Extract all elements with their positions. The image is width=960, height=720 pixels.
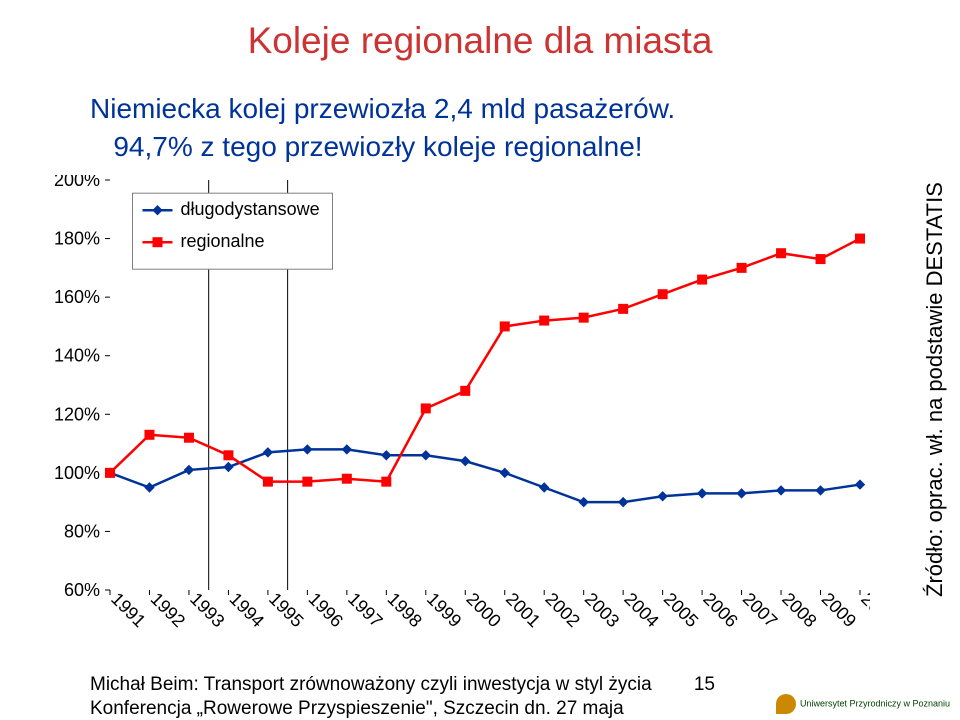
svg-text:80%: 80% <box>64 521 100 541</box>
svg-text:140%: 140% <box>54 346 100 366</box>
footer-line-1: Michał Beim: Transport zrównoważony czyl… <box>90 674 652 696</box>
svg-text:1994: 1994 <box>226 589 268 631</box>
svg-text:1995: 1995 <box>265 589 307 631</box>
svg-text:180%: 180% <box>54 229 100 249</box>
svg-text:2007: 2007 <box>739 589 781 631</box>
source-label: Źródło: oprac. wł. na podstawie DESTATIS <box>922 150 952 630</box>
subtitle-line-1: Niemiecka kolej przewiozła 2,4 mld pasaż… <box>90 93 675 124</box>
svg-text:1996: 1996 <box>305 589 347 631</box>
svg-text:1993: 1993 <box>186 589 228 631</box>
svg-text:200%: 200% <box>54 175 100 190</box>
svg-text:2005: 2005 <box>660 589 702 631</box>
svg-text:2009: 2009 <box>818 589 860 631</box>
svg-text:2004: 2004 <box>620 589 662 631</box>
subtitle-line-2: 94,7% z tego przewiozły koleje regionaln… <box>113 131 642 162</box>
svg-text:1997: 1997 <box>344 589 386 631</box>
page-number: 15 <box>694 674 715 696</box>
svg-text:160%: 160% <box>54 287 100 307</box>
svg-text:1998: 1998 <box>383 589 425 631</box>
svg-text:120%: 120% <box>54 404 100 424</box>
uni-name: Uniwersytet Przyrodniczy w Poznaniu <box>800 698 950 708</box>
footer-line-2: Konferencja „Rowerowe Przyspieszenie", S… <box>90 698 624 720</box>
university-logo: Uniwersytet Przyrodniczy w Poznaniu <box>776 694 950 714</box>
svg-text:2008: 2008 <box>778 589 820 631</box>
svg-text:2010: 2010 <box>857 589 870 631</box>
logo-icon <box>776 694 796 714</box>
svg-text:2006: 2006 <box>699 589 741 631</box>
svg-text:1991: 1991 <box>107 589 149 631</box>
svg-text:2003: 2003 <box>581 589 623 631</box>
svg-text:1992: 1992 <box>147 589 189 631</box>
svg-text:1999: 1999 <box>423 589 465 631</box>
svg-text:60%: 60% <box>64 580 100 600</box>
svg-text:regionalne: regionalne <box>181 231 265 251</box>
svg-text:długodystansowe: długodystansowe <box>181 199 320 219</box>
svg-text:2001: 2001 <box>502 589 544 631</box>
line-chart: 60%80%100%120%140%160%180%200%1991199219… <box>50 175 870 645</box>
slide-subtitle: Niemiecka kolej przewiozła 2,4 mld pasaż… <box>90 90 675 166</box>
svg-text:2002: 2002 <box>541 589 583 631</box>
slide-title: Koleje regionalne dla miasta <box>0 20 960 62</box>
svg-text:100%: 100% <box>54 463 100 483</box>
slide: Koleje regionalne dla miasta Niemiecka k… <box>0 0 960 720</box>
svg-text:2000: 2000 <box>462 589 504 631</box>
